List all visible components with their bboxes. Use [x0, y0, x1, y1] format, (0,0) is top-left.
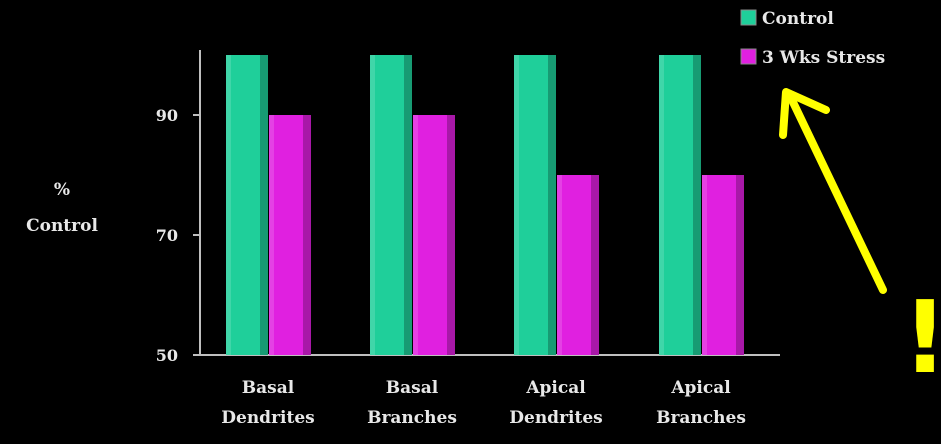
annotation: !: [779, 88, 941, 396]
tick-labels: 50 70 90: [156, 106, 200, 365]
legend-item: Control: [740, 9, 834, 29]
category-label: Basal: [386, 378, 439, 398]
legend-label: Control: [762, 9, 834, 29]
y-tick-label: 90: [156, 106, 178, 125]
bar-shade: [404, 55, 412, 355]
category-label: Basal: [242, 378, 295, 398]
bar: [702, 175, 744, 355]
category-labels: Basal Dendrites Basal Branches Apical Dendrit…: [221, 378, 746, 428]
legend-swatch: [740, 9, 757, 26]
bar-body: [557, 175, 599, 355]
bar-shade: [260, 55, 268, 355]
bar: [370, 55, 412, 355]
bar-shade: [591, 175, 599, 355]
y-axis-label-line: Control: [26, 216, 98, 236]
y-tick-label: 70: [156, 226, 178, 245]
category-label: Apical: [525, 378, 586, 398]
bar-body: [413, 115, 455, 355]
category-label: Dendrites: [221, 408, 314, 428]
category-label: Branches: [367, 408, 457, 428]
bar-body: [659, 55, 701, 355]
bar-highlight: [413, 115, 418, 355]
arrow-shaft: [788, 96, 887, 294]
exclamation-mark: !: [902, 279, 941, 396]
bar-highlight: [659, 55, 664, 355]
bars: [226, 55, 744, 355]
bar-body: [269, 115, 311, 355]
category-label: Dendrites: [509, 408, 602, 428]
bar: [226, 55, 268, 355]
bar-highlight: [370, 55, 375, 355]
arrow-head: [779, 88, 830, 139]
legend-label: 3 Wks Stress: [762, 48, 885, 68]
bar-highlight: [702, 175, 707, 355]
bar: [557, 175, 599, 355]
category-label: Apical: [670, 378, 731, 398]
bar: [269, 115, 311, 355]
bar-highlight: [269, 115, 274, 355]
bar-shade: [693, 55, 701, 355]
bar: [659, 55, 701, 355]
bar: [514, 55, 556, 355]
bar-shade: [736, 175, 744, 355]
y-axis-label: % Control: [26, 180, 98, 236]
bar-highlight: [557, 175, 562, 355]
bar-shade: [303, 115, 311, 355]
legend: Control 3 Wks Stress: [740, 9, 885, 68]
bar-highlight: [226, 55, 231, 355]
legend-item: 3 Wks Stress: [740, 48, 885, 68]
bar-highlight: [514, 55, 519, 355]
bar: [413, 115, 455, 355]
bar-body: [370, 55, 412, 355]
bar-body: [514, 55, 556, 355]
bar-body: [702, 175, 744, 355]
legend-swatch: [740, 48, 757, 65]
y-axis-label-line: %: [54, 180, 70, 200]
bar-body: [226, 55, 268, 355]
bar-shade: [447, 115, 455, 355]
bar-shade: [548, 55, 556, 355]
category-label: Branches: [656, 408, 746, 428]
y-tick-label: 50: [156, 346, 178, 365]
